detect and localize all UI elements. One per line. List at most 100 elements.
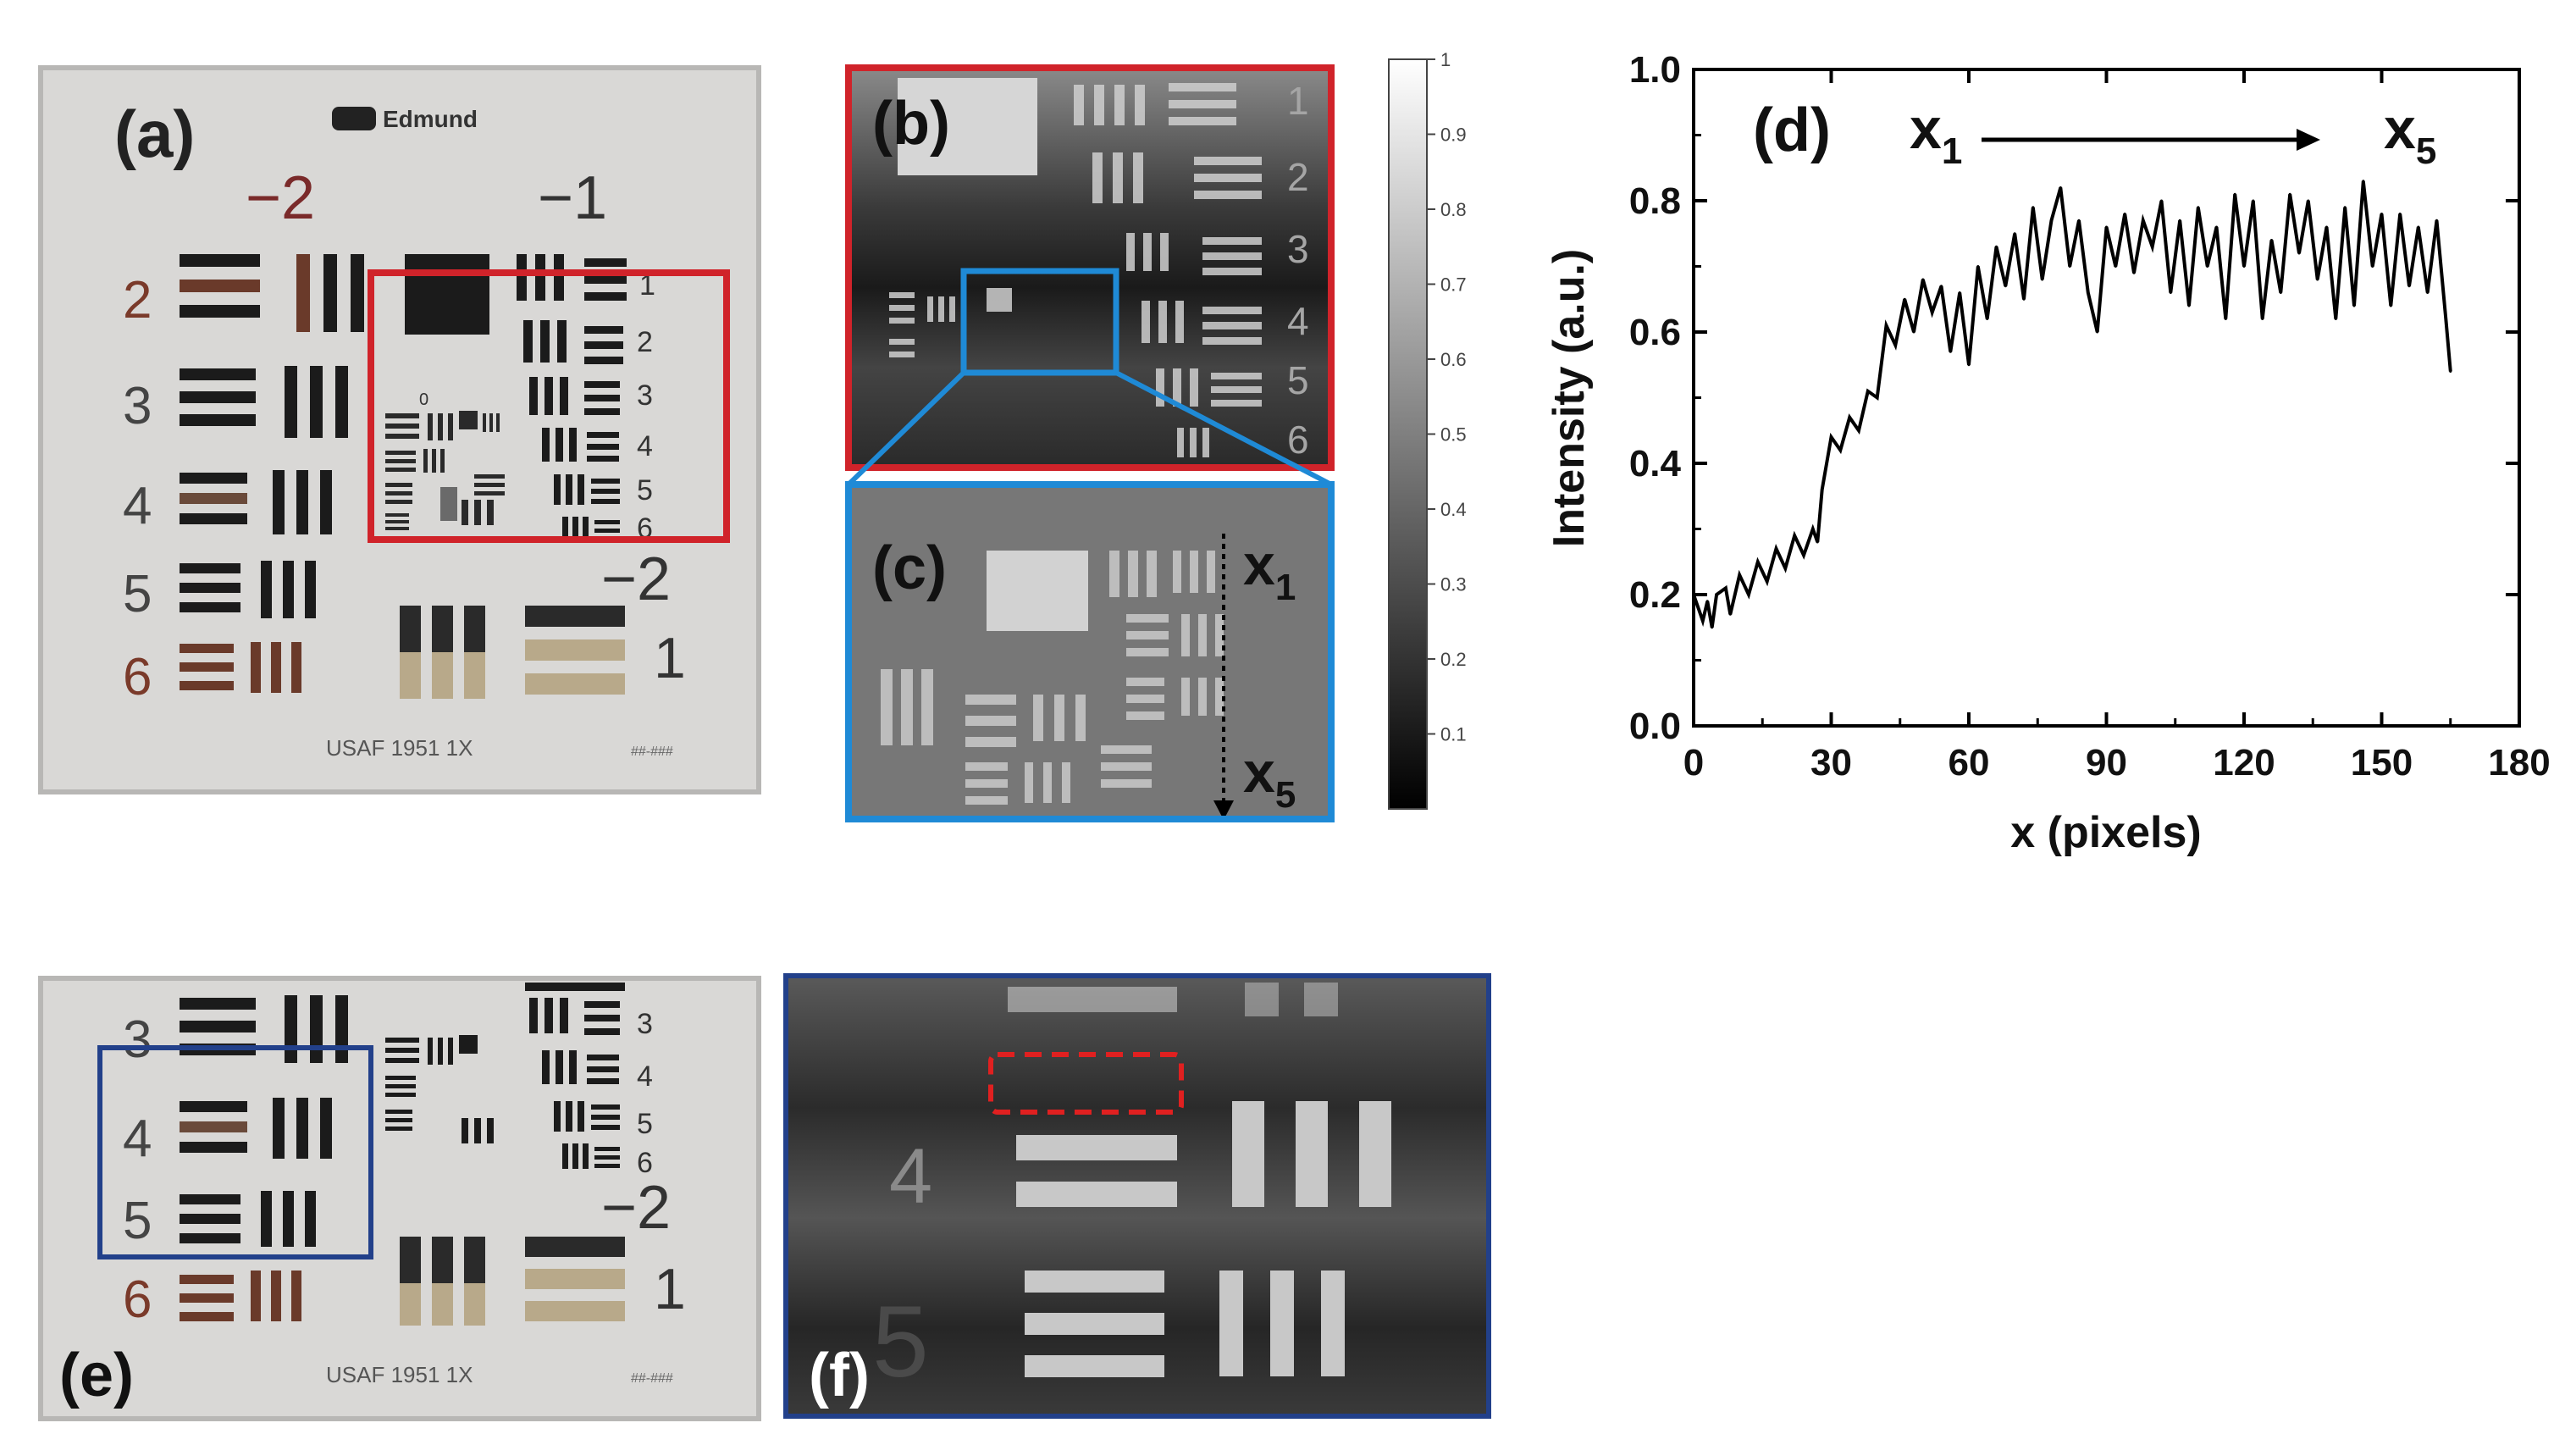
gm1-label-3: 3 xyxy=(637,379,653,412)
y-tick-label: 1.0 xyxy=(1629,49,1681,91)
chart-ylabel: Intensity (a.u.) xyxy=(1545,249,1594,547)
panel-a: (a) Edmund −2 −1 2 3 4 5 6 xyxy=(38,65,761,794)
group-one-label: 1 xyxy=(654,626,686,690)
f-label-5: 5 xyxy=(872,1285,929,1398)
panel-b: 1 2 3 4 5 6 (b) xyxy=(845,64,1335,487)
chart-data-point xyxy=(2352,304,2356,307)
chart-data-point xyxy=(2398,213,2402,215)
panel-c-frame xyxy=(845,481,1335,822)
y-tick-label: 0.4 xyxy=(1629,443,1682,484)
f-label-4: 4 xyxy=(889,1133,932,1220)
colorbar-tick-label: 0.1 xyxy=(1440,724,1467,745)
chart-data-point xyxy=(2389,304,2392,307)
marker-x1-c: x1 xyxy=(1243,533,1296,608)
chart-data-point xyxy=(2449,370,2452,373)
panel-b-letter: (b) xyxy=(872,90,950,158)
panel-d-letter: (d) xyxy=(1753,97,1831,164)
group-minus1-element-labels: 1 2 3 4 5 6 xyxy=(637,269,655,545)
profile-arrow-head xyxy=(1213,800,1234,820)
chart-data-point xyxy=(2362,180,2365,183)
panel-f-letter: (f) xyxy=(809,1342,870,1409)
chart-data-point xyxy=(1775,547,1777,551)
chart-data-point xyxy=(1976,265,1980,268)
b-label-4: 4 xyxy=(1287,299,1309,343)
b-label-2: 2 xyxy=(1287,155,1309,199)
chart-data-point xyxy=(1793,534,1796,537)
chart-data-point xyxy=(2279,291,2282,294)
colorbar-tick-label: 0.7 xyxy=(1440,274,1467,296)
chart-data-point xyxy=(2407,285,2411,288)
gm1-label-5: 5 xyxy=(637,474,653,507)
marker-x5-c: x5 xyxy=(1243,740,1296,816)
element-label-6: 6 xyxy=(123,648,152,706)
chart-data-point xyxy=(2022,297,2026,301)
x-tick-label: 120 xyxy=(2213,742,2275,783)
chart-data-point xyxy=(2371,265,2374,268)
chart-data-point xyxy=(2197,206,2200,209)
panel-d: 0 30 60 90 120 150 180 0.0 0.2 0.4 0.6 0.8 1.0 (d) x… xyxy=(1545,49,2551,857)
e-label-6: 6 xyxy=(123,1271,152,1329)
bars-group-minus1 xyxy=(517,254,627,542)
chart-data-point xyxy=(2426,291,2430,294)
group-minus2-label-right: −2 xyxy=(601,545,671,613)
chart-data-point xyxy=(2059,186,2062,189)
chart-data-point xyxy=(1949,350,1952,353)
chart-data-point xyxy=(2087,291,2090,294)
e-gm1-label-5: 5 xyxy=(637,1108,653,1140)
x-tick-label: 90 xyxy=(2086,742,2127,783)
panel-c-image xyxy=(849,484,1331,819)
chart-data-point xyxy=(1967,363,1971,367)
chart-data-point xyxy=(2215,225,2218,229)
bars-vertical-left xyxy=(251,254,364,693)
chart-data-point xyxy=(2233,192,2236,196)
chart-data-point xyxy=(2114,265,2117,268)
gm1-label-1: 1 xyxy=(639,269,655,302)
region-f-box xyxy=(97,1045,373,1259)
element-label-2: 2 xyxy=(123,271,152,329)
panel-e: 3 4 5 6 xyxy=(38,976,761,1421)
colorbar-tick-label: 0.9 xyxy=(1440,125,1467,146)
panel-b-bars xyxy=(889,83,1262,457)
chart-data-point xyxy=(2206,265,2209,268)
element-label-4: 4 xyxy=(123,477,152,535)
chart-data-point xyxy=(2325,225,2328,229)
chart-data-point xyxy=(2444,318,2447,320)
chart-data-point xyxy=(2252,199,2255,202)
e-label-4: 4 xyxy=(123,1110,152,1168)
x-tick-label: 60 xyxy=(1949,742,1990,783)
panel-e-group-labels: 3 4 5 6 xyxy=(637,1008,653,1179)
chart-data-point xyxy=(1931,311,1934,314)
chart-data-point xyxy=(1857,429,1860,432)
chart-data-point xyxy=(1747,593,1750,596)
y-tick-label: 0.2 xyxy=(1629,574,1681,616)
chart-annotation-arrowhead xyxy=(2297,129,2320,151)
x-tick-label: 0 xyxy=(1683,742,1704,783)
chart-annotation-x5: x5 xyxy=(2384,97,2436,172)
chart-data-point xyxy=(2307,199,2310,202)
chart-annotation-x1: x1 xyxy=(1910,97,1962,172)
chart-data-point xyxy=(2380,213,2383,215)
chart-data-point xyxy=(1903,297,1906,301)
chart-data-point xyxy=(1766,580,1769,583)
chart-data-point xyxy=(2105,225,2108,229)
chart-xlabel: x (pixels) xyxy=(2010,808,2201,857)
chart-data-point xyxy=(2041,278,2044,281)
chart-data-point xyxy=(2169,291,2172,294)
chart-data-point xyxy=(1958,291,1961,294)
panel-b-element-labels: 1 2 3 4 5 6 xyxy=(1287,79,1309,462)
y-tick-label: 0.0 xyxy=(1629,706,1681,747)
e-gm1-label-4: 4 xyxy=(637,1060,653,1093)
chart-data-point xyxy=(1986,318,1989,320)
chart-data-point xyxy=(2178,219,2181,222)
chart-data-point xyxy=(1715,593,1718,596)
chart-data-point xyxy=(2032,206,2035,209)
chart-data-point xyxy=(2316,278,2319,281)
zoom-line-right xyxy=(1114,370,1333,487)
chart-data-point xyxy=(2142,219,2145,222)
panel-f-bars xyxy=(1008,983,1391,1377)
small-groups-0-1 xyxy=(385,411,505,530)
x-tick-label: 30 xyxy=(1810,742,1852,783)
chart-data-point xyxy=(2242,265,2246,268)
chart-data-point xyxy=(1802,554,1805,556)
